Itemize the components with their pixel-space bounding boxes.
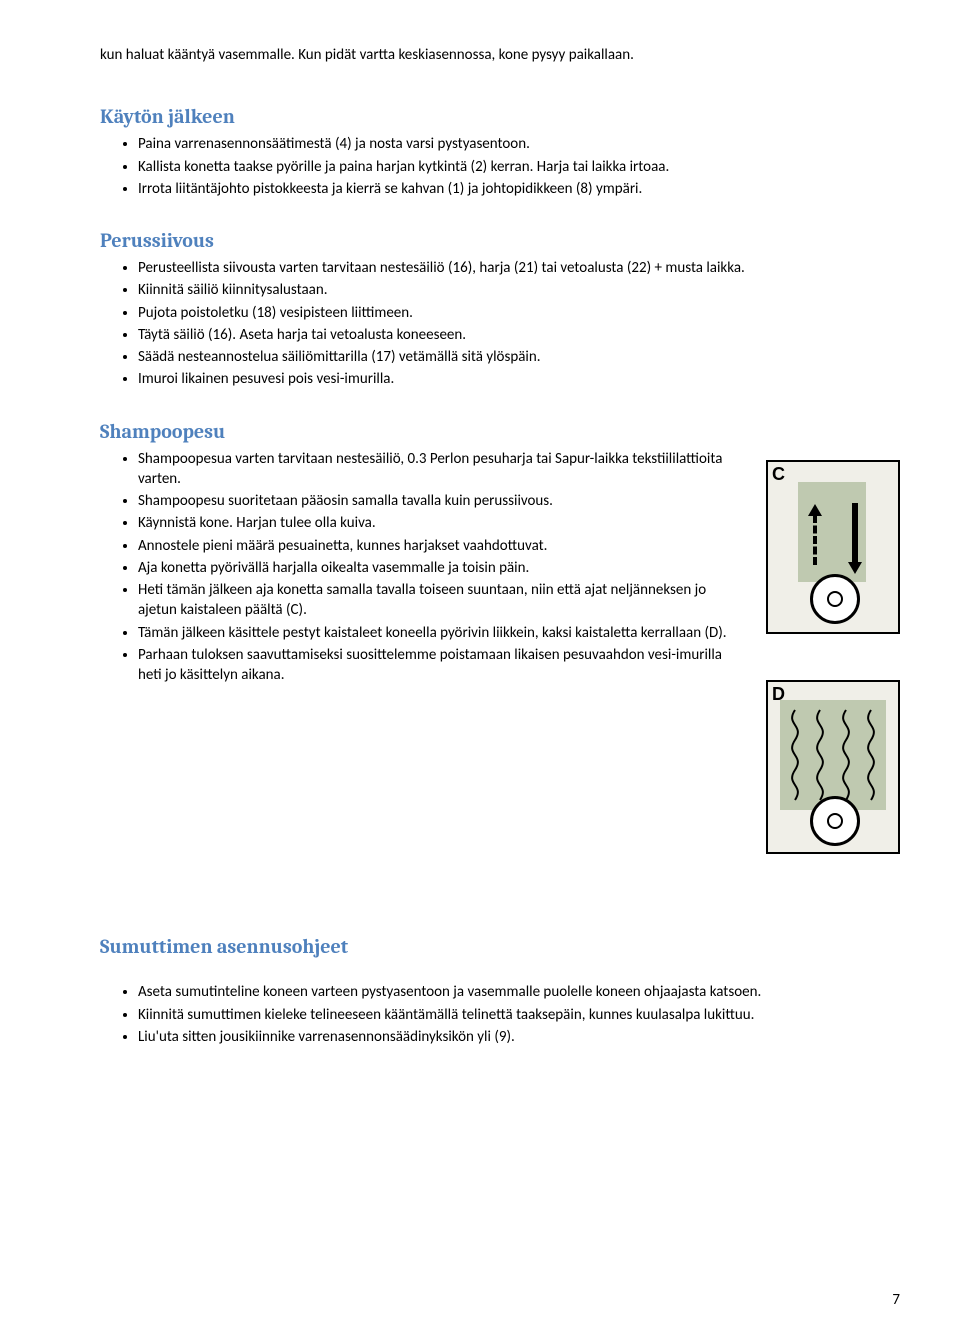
figure-d: D (766, 680, 900, 854)
list-item: Säädä nesteannostelua säiliömittarilla (… (138, 347, 900, 367)
section-basic-cleaning: Perussiivous Perusteellista siivousta va… (100, 229, 900, 390)
list-item: Shampoopesua varten tarvitaan nestesäili… (138, 449, 740, 490)
figure-c: C (766, 460, 900, 634)
list-item: Paina varrenasennonsäätimestä (4) ja nos… (138, 134, 900, 154)
list-item: Kiinnitä säiliö kiinnitysalustaan. (138, 280, 900, 300)
list-item: Täytä säiliö (16). Aseta harja tai vetoa… (138, 325, 900, 345)
list-sprayer: Aseta sumutinteline koneen varteen pysty… (100, 982, 900, 1047)
list-item: Shampoopesu suoritetaan pääosin samalla … (138, 491, 740, 511)
section-after-use: Käytön jälkeen Paina varrenasennonsäätim… (100, 105, 900, 199)
section-sprayer: Sumuttimen asennusohjeet Aseta sumutinte… (100, 935, 900, 1047)
list-basic-cleaning: Perusteellista siivousta varten tarvitaa… (100, 258, 900, 390)
page: kun haluat kääntyä vasemmalle. Kun pidät… (0, 0, 960, 1329)
machine-icon (810, 574, 860, 624)
list-item: Käynnistä kone. Harjan tulee olla kuiva. (138, 513, 740, 533)
arrow-down-icon (848, 562, 862, 574)
section-shampoo: Shampoopesu Shampoopesua varten tarvitaa… (100, 420, 900, 686)
machine-icon (810, 796, 860, 846)
list-item: Annostele pieni määrä pesuainetta, kunne… (138, 536, 740, 556)
list-after-use: Paina varrenasennonsäätimestä (4) ja nos… (100, 134, 900, 199)
list-item: Kiinnitä sumuttimen kieleke telineeseen … (138, 1005, 900, 1025)
list-item: Liu'uta sitten jousikiinnike varrenasenn… (138, 1027, 900, 1047)
heading-basic-cleaning: Perussiivous (100, 229, 900, 252)
list-item: Parhaan tuloksen saavuttamiseksi suositt… (138, 645, 740, 686)
intro-paragraph: kun haluat kääntyä vasemmalle. Kun pidät… (100, 45, 900, 65)
list-item: Heti tämän jälkeen aja konetta samalla t… (138, 580, 740, 621)
list-item: Tämän jälkeen käsittele pestyt kaistalee… (138, 623, 740, 643)
heading-after-use: Käytön jälkeen (100, 105, 900, 128)
list-item: Perusteellista siivousta varten tarvitaa… (138, 258, 900, 278)
list-item: Imuroi likainen pesuvesi pois vesi-imuri… (138, 369, 900, 389)
arrow-up-icon (808, 504, 822, 516)
list-shampoo: Shampoopesua varten tarvitaan nestesäili… (100, 449, 740, 686)
list-item: Aseta sumutinteline koneen varteen pysty… (138, 982, 900, 1002)
list-item: Irrota liitäntäjohto pistokkeesta ja kie… (138, 179, 900, 199)
heading-shampoo: Shampoopesu (100, 420, 900, 443)
list-item: Kallista konetta taakse pyörille ja pain… (138, 157, 900, 177)
list-item: Aja konetta pyörivällä harjalla oikealta… (138, 558, 740, 578)
loop-pattern-icon (780, 700, 886, 810)
figure-c-label: C (772, 464, 785, 485)
page-number: 7 (892, 1291, 900, 1309)
list-item: Pujota poistoletku (18) vesipisteen liit… (138, 303, 900, 323)
heading-sprayer: Sumuttimen asennusohjeet (100, 935, 900, 958)
